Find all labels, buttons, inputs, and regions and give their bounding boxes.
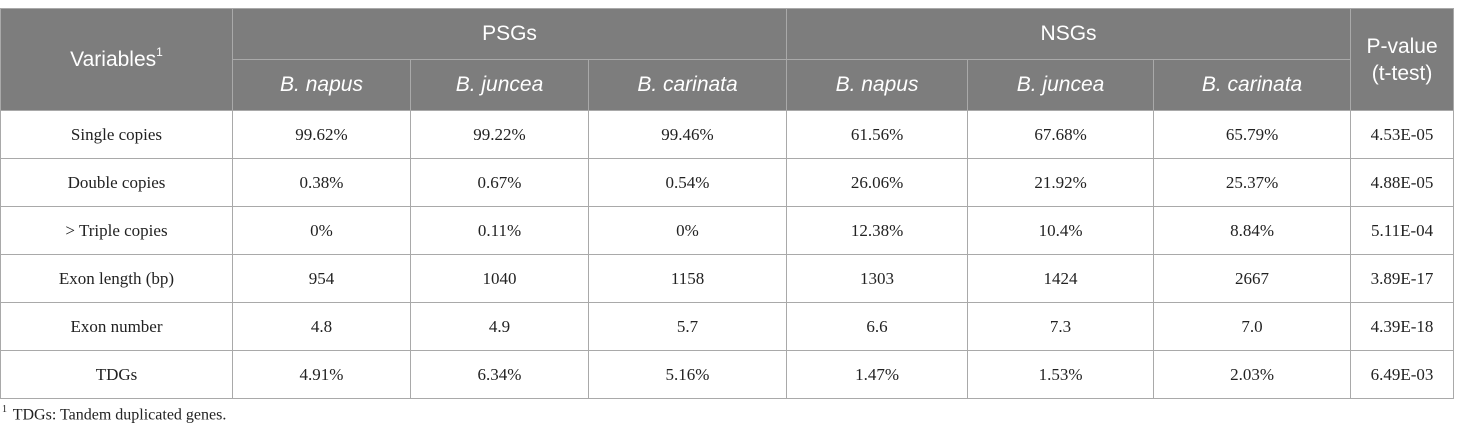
species-header: B. napus	[232, 59, 411, 111]
footnote: 1 TDGs: Tandem duplicated genes.	[2, 404, 227, 424]
row-label: Double copies	[0, 158, 233, 207]
table-cell: 6.6	[786, 302, 969, 351]
table-body: Single copies 99.62% 99.22% 99.46% 61.56…	[0, 110, 1455, 399]
footnote-text: TDGs: Tandem duplicated genes.	[12, 406, 227, 424]
variables-header: Variables1	[0, 8, 233, 111]
variables-label: Variables	[70, 48, 157, 71]
row-label: TDGs	[0, 350, 233, 399]
table-cell: 0.11%	[410, 206, 589, 255]
table-cell: 10.4%	[967, 206, 1155, 255]
footnote-marker: 1	[2, 404, 7, 415]
data-table-container: Variables1 PSGs NSGs P-value (t-test) B. …	[0, 8, 1455, 399]
table-cell: 5.7	[587, 302, 788, 351]
nsgs-group-header: NSGs	[786, 8, 1352, 60]
table-cell: 2667	[1153, 254, 1352, 303]
row-label: Exon number	[0, 302, 233, 351]
table-cell: 4.8	[232, 302, 411, 351]
row-label: Single copies	[0, 110, 233, 159]
table-cell: 8.84%	[1153, 206, 1352, 255]
table-cell: 1040	[410, 254, 589, 303]
table-cell: 1.47%	[786, 350, 969, 399]
pvalue-header: P-value (t-test)	[1350, 8, 1455, 111]
table-cell: 0.38%	[232, 158, 411, 207]
pvalue-cell: 4.39E-18	[1350, 302, 1455, 351]
table-cell: 5.16%	[587, 350, 788, 399]
table-cell: 0.67%	[410, 158, 589, 207]
table-cell: 99.46%	[587, 110, 788, 159]
table-cell: 12.38%	[786, 206, 969, 255]
table-cell: 61.56%	[786, 110, 969, 159]
table-cell: 2.03%	[1153, 350, 1352, 399]
table-cell: 7.3	[967, 302, 1155, 351]
table-cell: 99.62%	[232, 110, 411, 159]
table-cell: 0.54%	[587, 158, 788, 207]
table-row: Exon length (bp) 954 1040 1158 1303 1424…	[0, 254, 1455, 303]
pvalue-cell: 4.53E-05	[1350, 110, 1455, 159]
row-label: > Triple copies	[0, 206, 233, 255]
table-cell: 0%	[587, 206, 788, 255]
table-cell: 65.79%	[1153, 110, 1352, 159]
species-header: B. napus	[786, 59, 969, 111]
table-cell: 67.68%	[967, 110, 1155, 159]
pvalue-cell: 5.11E-04	[1350, 206, 1455, 255]
table-header: Variables1 PSGs NSGs P-value (t-test) B. …	[0, 8, 1455, 111]
table-row: TDGs 4.91% 6.34% 5.16% 1.47% 1.53% 2.03%…	[0, 350, 1455, 399]
pvalue-cell: 6.49E-03	[1350, 350, 1455, 399]
pvalue-cell: 3.89E-17	[1350, 254, 1455, 303]
table-cell: 1158	[587, 254, 788, 303]
table-cell: 6.34%	[410, 350, 589, 399]
table-cell: 7.0	[1153, 302, 1352, 351]
table-cell: 1303	[786, 254, 969, 303]
table-cell: 21.92%	[967, 158, 1155, 207]
pvalue-header-line1: P-value	[1366, 34, 1438, 58]
table-row: Double copies 0.38% 0.67% 0.54% 26.06% 2…	[0, 158, 1455, 207]
species-header: B. carinata	[587, 59, 788, 111]
table-cell: 26.06%	[786, 158, 969, 207]
table-cell: 0%	[232, 206, 411, 255]
table-row: > Triple copies 0% 0.11% 0% 12.38% 10.4%…	[0, 206, 1455, 255]
table-cell: 4.91%	[232, 350, 411, 399]
table-cell: 25.37%	[1153, 158, 1352, 207]
data-table: Variables1 PSGs NSGs P-value (t-test) B. …	[0, 8, 1455, 399]
variables-superscript: 1	[156, 45, 163, 59]
species-header: B. carinata	[1153, 59, 1352, 111]
table-cell: 4.9	[410, 302, 589, 351]
table-row: Single copies 99.62% 99.22% 99.46% 61.56…	[0, 110, 1455, 159]
table-cell: 954	[232, 254, 411, 303]
table-cell: 1.53%	[967, 350, 1155, 399]
table-cell: 99.22%	[410, 110, 589, 159]
pvalue-header-line2: (t-test)	[1371, 61, 1433, 85]
pvalue-cell: 4.88E-05	[1350, 158, 1455, 207]
row-label: Exon length (bp)	[0, 254, 233, 303]
psgs-group-header: PSGs	[231, 8, 788, 60]
species-header: B. juncea	[410, 59, 589, 111]
table-cell: 1424	[967, 254, 1155, 303]
table-row: Exon number 4.8 4.9 5.7 6.6 7.3 7.0 4.39…	[0, 302, 1455, 351]
species-header: B. juncea	[967, 59, 1155, 111]
